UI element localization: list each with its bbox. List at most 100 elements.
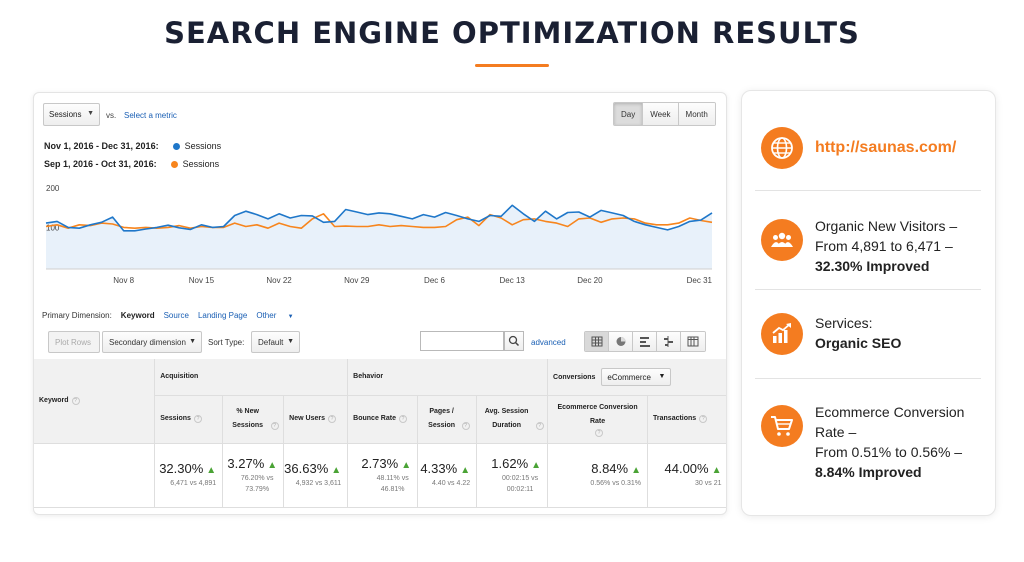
keyword-column-header[interactable]: Keyword? — [34, 359, 156, 444]
x-tick-label: Dec 13 — [500, 276, 526, 285]
column-label: New Users — [289, 415, 325, 422]
organic-visitors-range: From 4,891 to 6,471 – — [815, 238, 953, 254]
column-label: Ecommerce Conversion Rate — [557, 404, 638, 425]
legend-current-series: Sessions — [184, 141, 222, 151]
column-header-ecommerce-conversion-rate[interactable]: Ecommerce Conversion Rate? — [547, 395, 649, 444]
column-header-new-users[interactable]: New Users? — [283, 395, 349, 444]
comparison-icon — [664, 336, 673, 347]
conversions-label: Conversions — [553, 373, 596, 381]
conversion-rate-range: From 0.51% to 0.56% – — [815, 444, 963, 460]
conversions-type-select[interactable]: eCommerce ▼ — [601, 367, 672, 386]
metric-detail: 30 vs 21 — [695, 480, 722, 487]
users-group-icon — [761, 219, 803, 261]
secondary-dimension-label: Secondary dimension — [109, 338, 186, 347]
organic-visitors-title: Organic New Visitors – — [815, 218, 958, 234]
metric-cell: 2.73% ▲ 48.11% vs 46.81% — [347, 443, 419, 508]
metric-detail: 0.56% vs 0.31% — [590, 480, 642, 487]
dimension-keyword[interactable]: Keyword — [120, 311, 155, 320]
column-header-sessions[interactable]: Sessions? — [154, 395, 224, 444]
column-label: Pages / Session — [428, 408, 456, 429]
metric-change: 32.30% — [159, 461, 204, 476]
column-header-new-sessions[interactable]: % New Sessions? — [222, 395, 285, 444]
dimension-source[interactable]: Source — [163, 311, 189, 320]
arrow-up-icon: ▲ — [331, 465, 342, 476]
metric-select-value: Sessions — [49, 110, 82, 119]
blue-dot-icon — [172, 143, 180, 150]
select-metric-link[interactable]: Select a metric — [124, 111, 177, 120]
column-label: % New Sessions — [232, 408, 264, 429]
data-table-view-button[interactable] — [585, 332, 609, 351]
pivot-table-icon — [687, 336, 699, 347]
pie-view-button[interactable] — [609, 332, 633, 351]
month-button[interactable]: Month — [678, 103, 715, 125]
legend-previous-range: Sep 1, 2016 - Oct 31, 2016: — [44, 159, 157, 169]
help-icon: ? — [270, 422, 279, 430]
search-button[interactable] — [504, 331, 524, 351]
x-tick-label: Dec 31 — [687, 276, 713, 285]
column-header-avg-session-duration[interactable]: Avg. Session Duration? — [476, 395, 549, 444]
chevron-down-icon: ▼ — [287, 338, 294, 345]
comparison-view-button[interactable] — [657, 332, 681, 351]
day-button[interactable]: Day — [614, 103, 644, 125]
primary-dimension-label: Primary Dimension: — [42, 311, 112, 320]
pie-chart-icon — [616, 337, 626, 346]
performance-view-button[interactable] — [633, 332, 657, 351]
secondary-dimension-select[interactable]: Secondary dimension ▼ — [102, 331, 202, 353]
table-search-input[interactable] — [420, 331, 504, 351]
help-icon: ? — [461, 422, 470, 430]
plot-rows-button[interactable]: Plot Rows — [48, 331, 100, 353]
conversion-rate-improvement: 8.84% Improved — [815, 464, 922, 480]
week-button[interactable]: Week — [643, 103, 679, 125]
arrow-up-icon: ▲ — [531, 459, 542, 471]
search-icon — [508, 335, 520, 347]
shopping-cart-icon — [761, 405, 803, 447]
column-header-transactions[interactable]: Transactions? — [647, 395, 726, 444]
services-label: Services: — [815, 315, 873, 331]
growth-chart-icon — [761, 313, 803, 355]
advanced-filter-link[interactable]: advanced — [531, 338, 566, 347]
divider — [755, 378, 981, 379]
x-tick-label: Nov 15 — [189, 276, 215, 285]
dimension-landing-page[interactable]: Landing Page — [197, 311, 248, 320]
sort-type-label: Sort Type: — [208, 338, 245, 347]
legend-current-range: Nov 1, 2016 - Dec 31, 2016: — [44, 141, 159, 151]
metric-change: 44.00% — [664, 461, 709, 476]
acquisition-group-header: Acquisition — [154, 359, 349, 396]
y-tick-label: 100 — [46, 224, 60, 233]
y-tick-label: 200 — [46, 184, 60, 193]
website-url-link[interactable]: http://saunas.com/ — [815, 139, 957, 156]
x-tick-label: Dec 6 — [424, 276, 445, 285]
metric-cell: 1.62% ▲ 00:02:15 vs 00:02:11 — [476, 443, 549, 508]
organic-visitors-improvement: 32.30% Improved — [815, 258, 930, 274]
metric-detail: 4,932 vs 3,611 — [295, 480, 342, 487]
sessions-line-chart: 200 100 Nov 8 Nov 15 Nov 22 Nov 29 Dec 6 Dec 13… — [45, 184, 713, 285]
conversions-type-value: eCommerce — [607, 372, 651, 382]
dimension-other[interactable]: Other ▼ — [256, 311, 302, 320]
table-view-toggle — [584, 331, 706, 352]
divider — [755, 190, 981, 191]
vs-label: vs. — [106, 111, 117, 120]
column-header-pages-session[interactable]: Pages / Session? — [417, 395, 478, 444]
metric-detail: 76.20% vs 73.79% — [240, 474, 274, 493]
arrow-up-icon: ▲ — [460, 465, 471, 476]
column-label: Sessions — [160, 415, 191, 422]
chevron-down-icon: ▼ — [87, 110, 94, 117]
primary-dimension-bar: Primary Dimension: Keyword Source Landin… — [42, 311, 312, 320]
arrow-up-icon: ▲ — [631, 465, 642, 476]
metric-cell: 8.84% ▲ 0.56% vs 0.31% — [547, 443, 649, 508]
keyword-cell — [34, 443, 156, 508]
help-icon: ? — [327, 415, 336, 423]
metric-cell: 44.00% ▲ 30 vs 21 — [647, 443, 726, 508]
help-icon: ? — [71, 396, 80, 405]
pivot-view-button[interactable] — [681, 332, 705, 351]
column-header-bounce-rate[interactable]: Bounce Rate? — [347, 395, 419, 444]
keyword-header-label: Keyword — [39, 396, 69, 404]
conversions-group-header: Conversions eCommerce ▼ — [547, 359, 726, 396]
x-tick-label: Dec 20 — [577, 276, 603, 285]
sort-type-select[interactable]: Default ▼ — [251, 331, 300, 353]
title-underline — [475, 64, 549, 67]
table-toolbar: Plot Rows Secondary dimension ▼ Sort Typ… — [42, 331, 718, 355]
metric-select[interactable]: Sessions ▼ — [43, 103, 100, 126]
help-icon: ? — [699, 415, 708, 423]
results-summary-card: http://saunas.com/ Organic New Visitors … — [741, 90, 996, 516]
